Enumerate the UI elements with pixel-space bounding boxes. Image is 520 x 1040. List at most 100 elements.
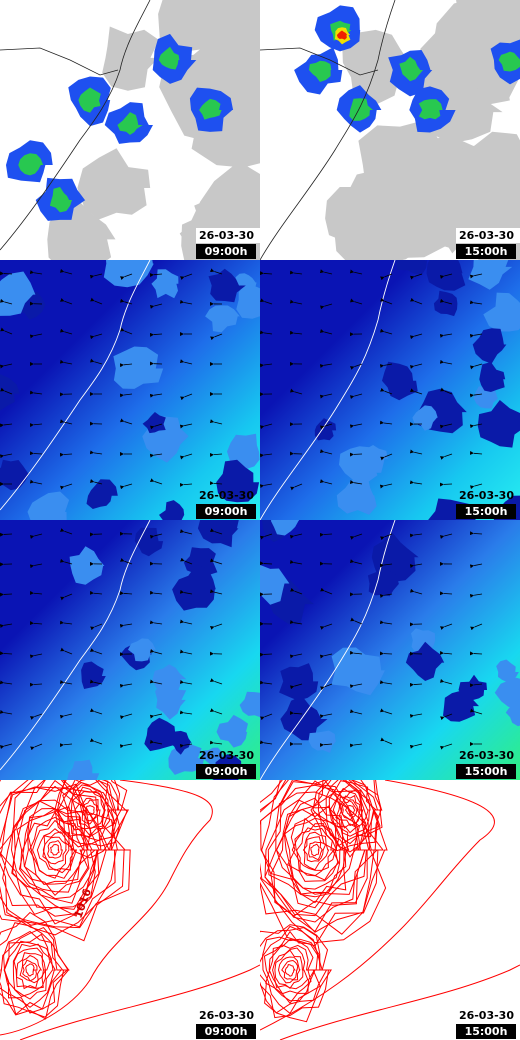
wind-arrow: [149, 453, 163, 458]
wind-arrow: [29, 533, 43, 539]
isobar: [19, 964, 260, 1040]
map-panel: 26-03-30 09:00h: [0, 520, 260, 780]
wind-arrow: [379, 363, 393, 368]
wind-arrow: [320, 683, 333, 691]
blob: [308, 730, 337, 753]
blob: [472, 328, 507, 364]
wind-arrow: [260, 330, 273, 335]
wind-arrow: [180, 557, 193, 565]
blob: [155, 683, 187, 720]
isobar: [12, 943, 52, 998]
wind-arrow: [409, 563, 423, 569]
wind-arrow: [60, 593, 73, 601]
blob: [325, 185, 388, 249]
isobar: [56, 780, 130, 859]
wind-arrow: [379, 328, 393, 335]
wind-arrow: [89, 738, 103, 745]
time-box: [456, 764, 516, 779]
wind-arrow: [439, 273, 453, 279]
wind-arrow: [409, 449, 423, 455]
isobar: [263, 930, 319, 1002]
blob: [128, 638, 156, 662]
isobar: [303, 831, 330, 871]
isobar: [32, 819, 77, 879]
wind-arrow: [149, 590, 163, 595]
wind-arrow: [410, 297, 423, 305]
wind-arrow: [380, 273, 393, 281]
wind-arrow: [349, 743, 363, 748]
wind-arrow: [60, 647, 73, 655]
wind-arrow: [260, 740, 273, 745]
isobar: [291, 817, 340, 881]
coastline: [0, 0, 151, 251]
wind-arrow: [119, 298, 133, 305]
wind-arrow: [260, 453, 273, 458]
wind-arrow: [90, 623, 103, 631]
wind-arrow: [260, 271, 273, 276]
isobar: [332, 787, 369, 834]
isobar: [24, 807, 89, 897]
wind-arrow: [319, 449, 333, 455]
isobar: [22, 959, 38, 982]
wind-arrow: [209, 589, 223, 595]
isobar: [260, 780, 388, 935]
wind-arrow: [349, 393, 363, 400]
wind-arrow: [59, 620, 73, 625]
wind-arrow: [59, 268, 73, 275]
date-label: 26-03-30: [199, 1009, 254, 1022]
coastline: [0, 520, 151, 771]
wind-arrow: [289, 683, 303, 690]
time-label: 09:00h: [205, 245, 248, 258]
wind-arrow: [290, 483, 303, 491]
isobar: [283, 804, 349, 895]
isobar: [260, 780, 387, 944]
wind-arrow: [469, 363, 483, 370]
wind-arrow: [179, 619, 193, 625]
map-panel: 26-03-30 09:00h: [0, 0, 260, 260]
blob: [270, 520, 299, 536]
wind-arrow: [119, 393, 133, 398]
blob: [159, 500, 185, 520]
blob: [396, 260, 427, 275]
wind-arrow: [149, 332, 163, 337]
wind-arrow: [349, 683, 363, 689]
isobar: [16, 952, 46, 990]
isobar: [0, 780, 131, 929]
wind-arrow: [120, 557, 133, 565]
wind-arrow: [469, 423, 483, 429]
blob: [81, 661, 106, 689]
blob: [505, 698, 520, 727]
blob: [477, 400, 520, 448]
wind-arrow: [439, 533, 453, 539]
wind-arrow: [320, 587, 333, 595]
wind-arrow: [179, 743, 193, 748]
wind-arrow: [209, 452, 223, 457]
time-label: 15:00h: [465, 505, 508, 518]
wind-arrow: [0, 363, 13, 369]
wind-arrow: [439, 359, 453, 365]
wind-arrow: [179, 649, 193, 655]
wind-arrow: [179, 359, 193, 365]
blob: [172, 564, 216, 611]
wind-arrow: [440, 713, 453, 721]
isobar: [47, 839, 63, 859]
time-label: 09:00h: [205, 765, 248, 778]
isobar: [79, 797, 101, 825]
wind-arrow: [349, 559, 363, 565]
isobar: [0, 780, 110, 925]
wind-arrow: [380, 737, 393, 745]
wind-arrow: [89, 450, 103, 455]
wind-arrow: [149, 533, 163, 539]
wind-arrow: [319, 713, 333, 719]
isobar: [62, 780, 120, 842]
wind-arrow: [59, 680, 73, 685]
wind-arrow: [149, 478, 163, 485]
wind-arrow: [409, 333, 423, 340]
wind-arrow: [319, 393, 333, 399]
blob: [102, 26, 159, 91]
wind-arrow: [349, 269, 363, 275]
wind-arrow: [319, 532, 333, 537]
isobar: [3, 930, 64, 1014]
wind-arrow: [209, 528, 223, 535]
coastline: [260, 0, 396, 260]
